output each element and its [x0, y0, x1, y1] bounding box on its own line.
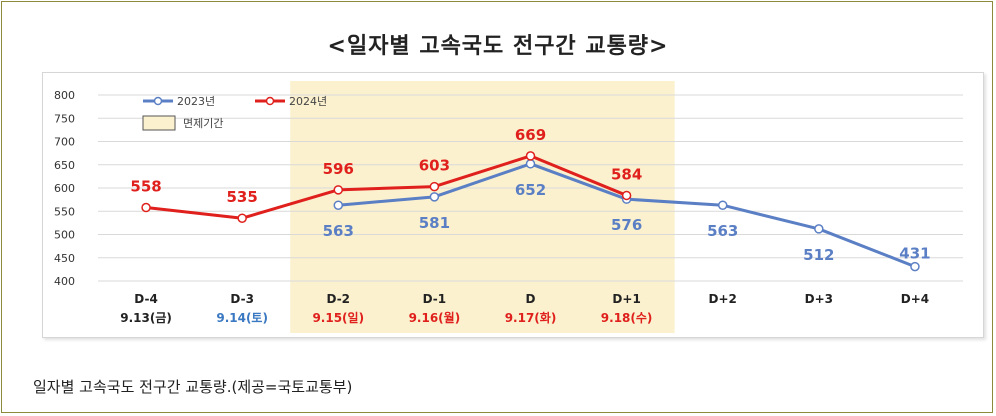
data-point	[333, 200, 344, 210]
legend-label-toll-free: 면제기간	[183, 117, 223, 130]
data-point	[333, 185, 344, 195]
y-tick-label: 650	[54, 159, 75, 172]
x-date-label: 9.13(금)	[120, 311, 172, 325]
data-point	[237, 213, 247, 223]
data-point	[429, 181, 440, 192]
x-tick-label: D+2	[709, 292, 737, 306]
legend-marker-2024	[265, 96, 275, 106]
series-line-2024	[145, 154, 628, 220]
data-point	[910, 261, 920, 272]
x-tick-label: D	[526, 292, 536, 306]
line-chart: 400 450 500 550 600 650 700 750 800 D-4 9.13(금) D-3…	[54, 81, 963, 333]
data-label: 596	[323, 160, 354, 178]
x-date-label: 9.16(월)	[409, 310, 461, 325]
chart-container: 400 450 500 550 600 650 700 750 800 D-4 9.13(금) D-3…	[42, 72, 984, 338]
data-point	[429, 192, 440, 202]
data-point	[525, 151, 536, 161]
data-point	[141, 202, 151, 213]
x-date-label: 9.17(화)	[505, 310, 557, 325]
x-tick-label: D+3	[805, 292, 833, 306]
y-tick-label: 500	[54, 229, 75, 242]
y-tick-label: 400	[54, 275, 75, 288]
x-date-label: 9.18(수)	[601, 311, 653, 325]
x-tick-label: D-2	[327, 292, 351, 306]
data-label: 431	[899, 245, 930, 263]
toll-free-band	[290, 81, 675, 333]
legend-swatch-toll-free	[142, 115, 176, 131]
data-point	[525, 159, 536, 169]
legend-marker-2023	[153, 96, 163, 106]
data-point	[621, 190, 632, 201]
data-label: 563	[707, 222, 738, 240]
x-date-label: 9.15(일)	[312, 311, 364, 325]
y-tick-label: 750	[54, 112, 75, 125]
data-label: 512	[803, 246, 834, 264]
y-tick-label: 800	[54, 89, 75, 102]
x-tick-label: D-4	[134, 292, 158, 306]
y-tick-label: 550	[54, 205, 75, 218]
y-tick-label: 700	[54, 136, 75, 149]
y-tick-label: 600	[54, 182, 75, 195]
data-point	[814, 224, 824, 234]
data-label: 535	[227, 188, 258, 206]
data-label: 563	[323, 222, 354, 240]
legend-label-2024: 2024년	[289, 95, 327, 108]
x-tick-label: D+1	[612, 292, 640, 306]
data-label: 584	[611, 165, 642, 183]
legend-label-2023: 2023년	[177, 95, 215, 108]
data-label: 581	[419, 214, 450, 232]
data-label: 652	[515, 181, 546, 199]
figure-caption: 일자별 고속국도 전구간 교통량.(제공=국토교통부)	[33, 378, 353, 396]
x-tick-label: D-3	[230, 292, 254, 306]
data-label: 576	[611, 216, 642, 234]
x-date-label: 9.14(토)	[216, 311, 268, 325]
data-label: 603	[419, 157, 450, 175]
page-title: <일자별 고속국도 전구간 교통량>	[327, 34, 669, 59]
x-tick-label: D-1	[423, 292, 447, 306]
data-label: 669	[515, 126, 546, 144]
data-point	[717, 200, 728, 210]
y-tick-label: 450	[54, 252, 75, 265]
x-tick-label: D+4	[901, 292, 929, 306]
data-label: 558	[130, 178, 161, 196]
